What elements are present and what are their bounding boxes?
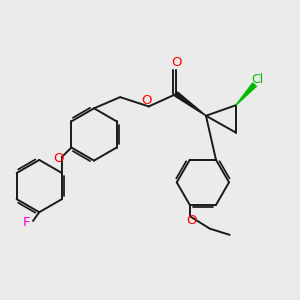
Text: Cl: Cl	[251, 73, 264, 85]
Text: O: O	[54, 152, 64, 165]
Text: O: O	[171, 56, 181, 69]
Polygon shape	[175, 92, 206, 116]
Text: O: O	[141, 94, 152, 107]
Text: O: O	[186, 214, 196, 227]
Polygon shape	[236, 83, 256, 105]
Text: F: F	[23, 216, 31, 229]
